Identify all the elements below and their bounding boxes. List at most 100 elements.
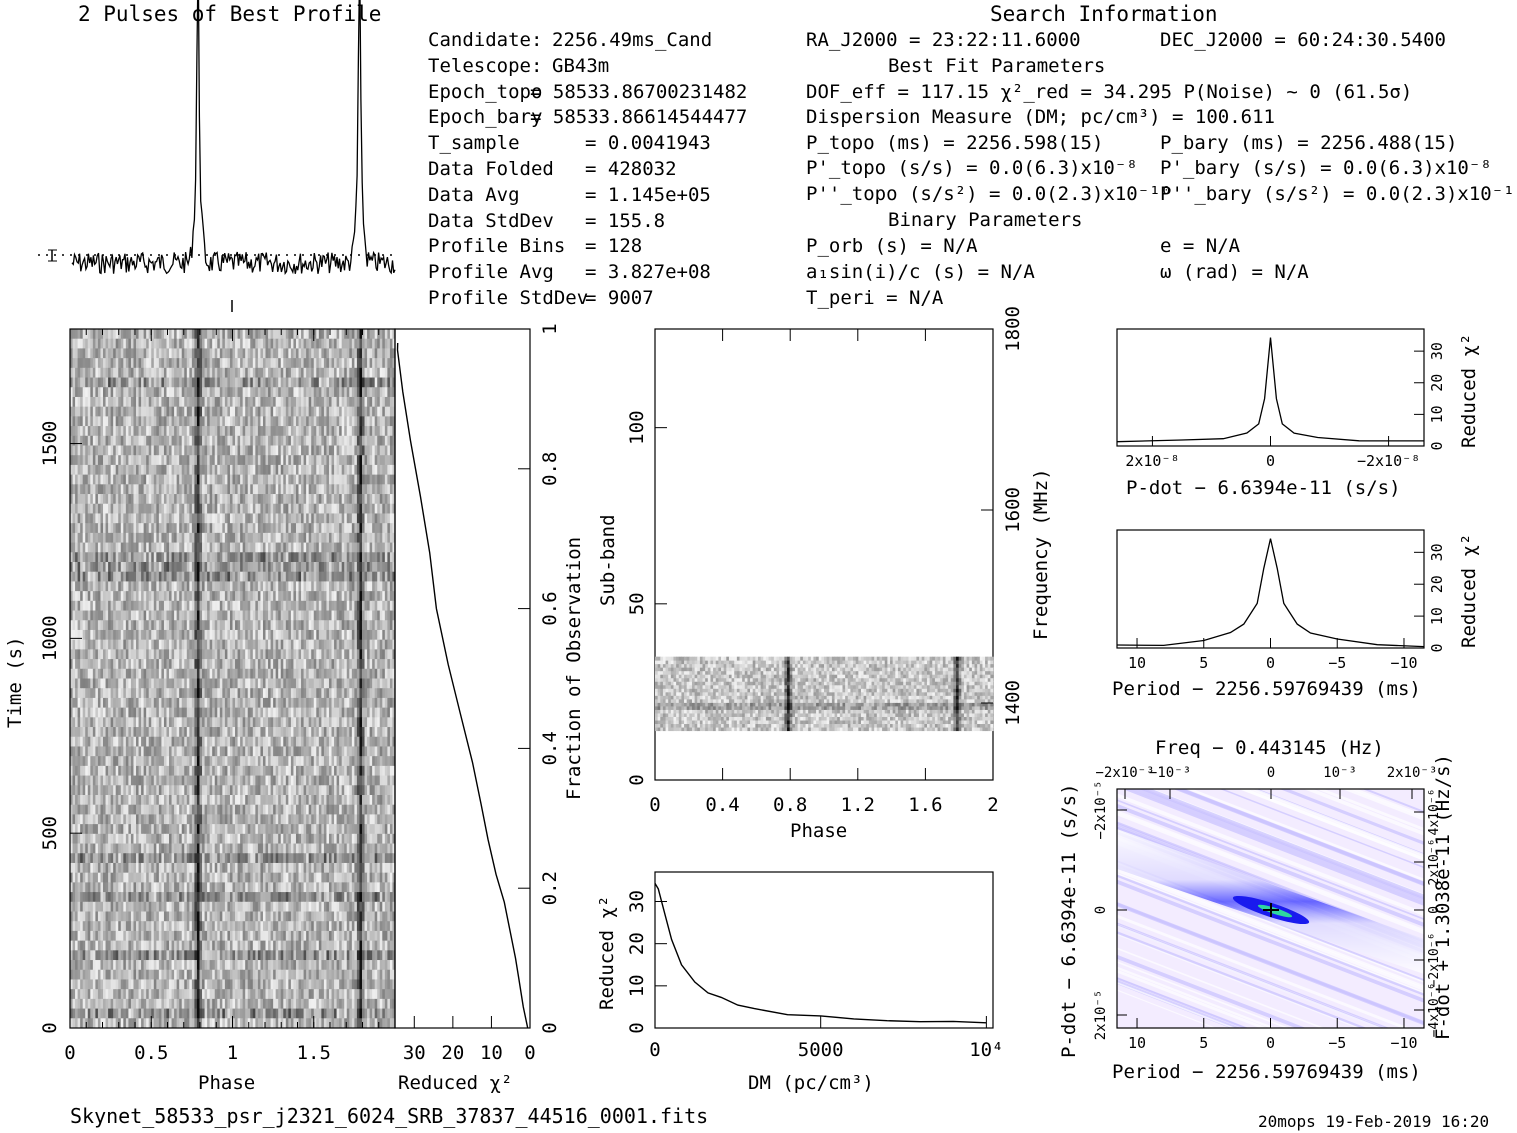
info-left-key: Candidate: — [428, 29, 543, 51]
x-tick-label: 2x10⁻⁸ — [1125, 452, 1179, 470]
y2-tick-label: −4x10⁻⁶ — [1427, 983, 1442, 1038]
info-left-key: T_sample — [428, 132, 520, 155]
search-info-title: Search Information — [990, 2, 1218, 26]
dm-text: Dispersion Measure (DM; pc/cm³) = 100.61… — [806, 106, 1275, 128]
subband-ylabel: Sub-band — [597, 514, 619, 606]
ptopo-text: P_topo (ms) = 2256.598(15) — [806, 132, 1104, 154]
x-tick-label: −10 — [1390, 1034, 1417, 1052]
profile-line — [71, 0, 396, 276]
subband-heatmap — [655, 656, 994, 732]
pdbary-text: P'_bary (s/s) = 0.0(6.3)x10⁻⁸ — [1160, 157, 1492, 179]
x2-tick-label: −2x10⁻³ — [1095, 765, 1154, 781]
y2-tick-label: 1600 — [1002, 487, 1024, 533]
x2-tick-label: −10⁻³ — [1149, 765, 1191, 781]
pbary-text: P_bary (ms) = 2256.488(15) — [1160, 132, 1458, 154]
porb-text: P_orb (s) = N/A — [806, 235, 978, 257]
info-left-value: = 428032 — [585, 158, 677, 180]
x-tick-label: 5 — [1199, 1034, 1208, 1052]
y-tick-label: 1000 — [39, 615, 61, 661]
info-left-value: = 58533.86700231482 — [530, 80, 748, 103]
pdot-xlabel: P-dot − 6.6394e-11 (s/s) — [1126, 477, 1401, 499]
period-ylabel: Reduced χ² — [1458, 533, 1480, 648]
info-left-key: Epoch_topo — [428, 80, 543, 103]
binary-title: Binary Parameters — [888, 209, 1083, 231]
y-tick-label: 20 — [1428, 575, 1446, 593]
y-tick-label: 0 — [1428, 643, 1446, 652]
y-tick-label: 30 — [626, 890, 648, 913]
x-tick-label: 0.8 — [773, 794, 807, 816]
x-tick-label: 0 — [1266, 654, 1275, 672]
y-tick-label: 0 — [626, 774, 648, 785]
y-tick-label: 500 — [39, 816, 61, 850]
y-tick-label: 2x10⁻⁵ — [1093, 990, 1109, 1041]
x-tick-label: 0 — [524, 1042, 535, 1064]
dm-frame — [654, 871, 994, 1029]
x-tick-label: 0.4 — [705, 794, 739, 816]
y-tick-label: 20 — [1428, 374, 1446, 392]
subband-frame — [654, 328, 994, 781]
info-left-value: = 0.0041943 — [585, 132, 711, 155]
x-tick-label: 20 — [441, 1042, 464, 1064]
x-tick-label: 0 — [649, 794, 660, 816]
time-chi2-xlabel: Reduced χ² — [398, 1072, 513, 1094]
x-tick-label: −5 — [1328, 1034, 1346, 1052]
info-left-key: Data Folded — [428, 158, 554, 180]
pddbary-text: P''_bary (s/s²) = 0.0(2.3)x10⁻¹⁰ — [1160, 183, 1517, 205]
y-tick-label: 0 — [626, 1022, 648, 1033]
x-tick-label: 10 — [480, 1042, 503, 1064]
x-tick-label: 5000 — [798, 1039, 844, 1061]
time-chi2-line — [396, 342, 529, 1029]
y-tick-label: 0 — [39, 1022, 61, 1033]
x-tick-label: 1.6 — [908, 794, 942, 816]
x-tick-label: −5 — [1328, 654, 1346, 672]
y-tick-label: 100 — [626, 410, 648, 444]
y-tick-label: 1500 — [39, 421, 61, 467]
ppdot-ylabel: P-dot − 6.6394e-11 (s/s) — [1058, 783, 1080, 1058]
info-left-value: = 3.827e+08 — [585, 261, 711, 284]
x2-tick-label: 2x10⁻³ — [1387, 765, 1438, 781]
a1-text: a₁sin(i)/c (s) = N/A — [806, 261, 1035, 283]
info-left-value: = 1.145e+05 — [585, 183, 711, 206]
info-left-key: Epoch_bary — [428, 106, 543, 129]
y-tick-label: 50 — [626, 592, 648, 615]
ppdot-y2label: F-dot + 1.3038e-11 (Hz/s) — [1432, 754, 1454, 1040]
y-tick-label: 20 — [626, 932, 648, 955]
y-tick-label: 30 — [1428, 543, 1446, 561]
y-tick-label: 30 — [1428, 342, 1446, 360]
pddtopo-text: P''_topo (s/s²) = 0.0(2.3)x10⁻¹⁰ — [806, 183, 1173, 205]
ra-text: RA_J2000 = 23:22:11.6000 — [806, 29, 1081, 51]
x2-tick-label: 10⁻³ — [1323, 765, 1357, 781]
info-left-key: Data Avg — [428, 183, 520, 206]
info-left-value: GB43m — [552, 54, 610, 77]
x-tick-label: 2 — [987, 794, 998, 816]
x-tick-label: 0.5 — [134, 1042, 168, 1064]
time-phase-heatmap — [70, 329, 396, 1029]
y-tick-label: 1 — [539, 323, 561, 334]
y-tick-label: 0 — [1093, 906, 1109, 914]
pdot-chi2-line — [1116, 337, 1425, 443]
dm-xlabel: DM (pc/cm³) — [748, 1072, 874, 1094]
x-tick-label: 1 — [227, 1042, 238, 1064]
y-tick-label: −2x10⁻⁵ — [1093, 780, 1109, 839]
pdtopo-text: P'_topo (s/s) = 0.0(6.3)x10⁻⁸ — [806, 157, 1138, 179]
info-left-key: Telescope: — [428, 54, 543, 77]
y-tick-label: 0 — [1428, 441, 1446, 450]
info-left-key: Profile StdDev — [428, 287, 589, 309]
timestamp-text: 20mops 19-Feb-2019 16:20 — [1258, 1112, 1490, 1131]
omega-text: ω (rad) = N/A — [1160, 261, 1309, 283]
x-tick-label: 10 — [1128, 654, 1146, 672]
time-chi2-ylabel: Fraction of Observation — [563, 536, 585, 800]
y-tick-label: 0.8 — [539, 452, 561, 486]
pdot-ylabel: Reduced χ² — [1458, 333, 1480, 448]
ppdot-title: Freq − 0.443145 (Hz) — [1155, 737, 1384, 759]
pdot-chi2-frame — [1116, 328, 1425, 447]
y2-tick-label: 2x10⁻⁶ — [1427, 839, 1442, 886]
profile-title: 2 Pulses of Best Profile — [78, 2, 382, 26]
info-left-value: 2256.49ms_Cand — [552, 29, 713, 51]
dof-text: DOF_eff = 117.15 χ²_red = 34.295 P(Noise… — [806, 81, 1413, 103]
y2-tick-label: −2x10⁻⁶ — [1427, 933, 1442, 988]
x-tick-label: 1.2 — [841, 794, 875, 816]
frequency-ylabel: Frequency (MHz) — [1030, 468, 1052, 640]
info-left-key: Profile Bins — [428, 235, 566, 258]
